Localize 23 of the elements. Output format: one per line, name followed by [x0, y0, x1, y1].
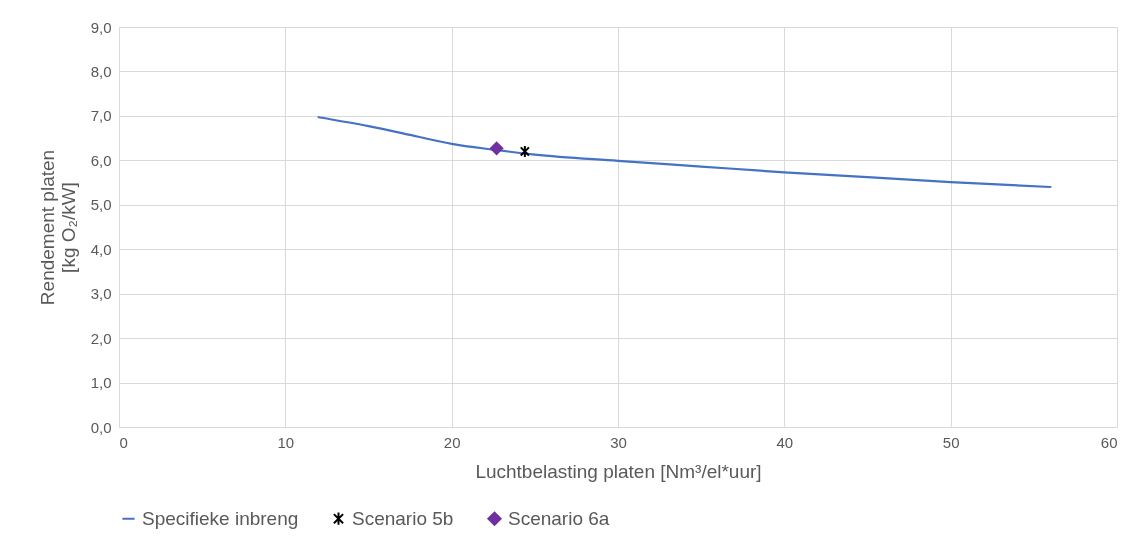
x-tick-label: 10 — [277, 433, 295, 451]
x-tick-label: 0 — [119, 433, 128, 451]
y-tick-label: 4,0 — [90, 240, 112, 258]
y-tick-label: 5,0 — [90, 196, 112, 214]
x-tick-label: 20 — [443, 433, 461, 451]
legend-label: Scenario 6a — [508, 507, 610, 529]
y-tick-label: 3,0 — [90, 285, 112, 303]
y-tick-label: 7,0 — [90, 107, 112, 125]
line-series — [317, 116, 1052, 189]
y-tick-label: 8,0 — [90, 62, 112, 80]
x-tick-label: 40 — [776, 433, 794, 451]
y-tick-label: 0,0 — [90, 418, 112, 436]
y-tick-label: 1,0 — [90, 374, 112, 392]
y-tick-label: 2,0 — [90, 329, 112, 347]
legend-label: Scenario 5b — [352, 507, 454, 529]
legend-label: Specifieke inbreng — [142, 507, 299, 529]
y-tick-label: 9,0 — [90, 18, 112, 36]
x-tick-label: 50 — [942, 433, 960, 451]
y-tick-label: 6,0 — [90, 151, 112, 169]
y-axis-title: Rendement platen [kg O₂/kW] — [36, 149, 79, 306]
x-axis-title: Luchtbelasting platen [Nm³/el*uur] — [475, 460, 762, 482]
x-tick-label: 60 — [1100, 433, 1118, 451]
x-tick-label: 30 — [610, 433, 627, 451]
